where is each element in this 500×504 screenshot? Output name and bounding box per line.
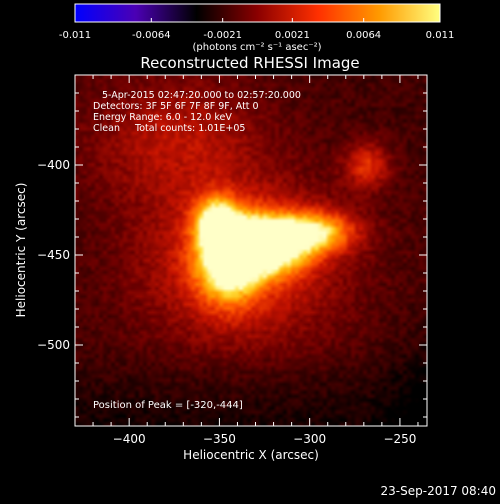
axis-ticks <box>74 74 427 426</box>
footer-timestamp: 23-Sep-2017 08:40 <box>381 484 496 498</box>
y-tick-label: −400 <box>37 158 70 172</box>
colorbar-tick-label: 0.0021 <box>275 30 310 41</box>
chart-title: Reconstructed RHESSI Image <box>140 54 359 72</box>
info-line-time: 5-Apr-2015 02:47:20.000 to 02:57:20.000 <box>102 90 301 101</box>
x-axis-label: Heliocentric X (arcsec) <box>183 448 319 462</box>
info-line-detectors: Detectors: 3F 5F 6F 7F 8F 9F, Att 0 <box>93 101 259 112</box>
tick-labels: −400 −350 −300 −250 −400 −450 −500 <box>37 158 416 446</box>
x-tick-label: −350 <box>203 432 236 446</box>
colorbar: -0.011 -0.0064 -0.0021 0.0021 0.0064 0.011 (p… <box>59 3 454 53</box>
colorbar-unit-label: (photons cm⁻² s⁻¹ asec⁻²) <box>192 42 321 53</box>
info-line-counts: Clean Total counts: 1.01E+05 <box>93 123 245 134</box>
plot-frame <box>74 74 428 427</box>
info-box: 5-Apr-2015 02:47:20.000 to 02:57:20.000 … <box>93 90 301 134</box>
x-tick-label: −300 <box>293 432 326 446</box>
colorbar-tick-label: 0.0064 <box>346 30 381 41</box>
info-line-energy: Energy Range: 6.0 - 12.0 keV <box>93 112 232 123</box>
colorbar-tick-label: 0.011 <box>426 30 455 41</box>
plot-area: 5-Apr-2015 02:47:20.000 to 02:57:20.000 … <box>74 74 428 427</box>
colorbar-tick-label: -0.0064 <box>132 30 171 41</box>
peak-position-label: Position of Peak = [-320,-444] <box>93 400 243 411</box>
y-tick-label: −450 <box>37 248 70 262</box>
y-tick-label: −500 <box>37 338 70 352</box>
x-tick-label: −400 <box>113 432 146 446</box>
heatmap-image <box>75 75 427 426</box>
colorbar-bar <box>74 3 441 23</box>
y-axis-label: Heliocentric Y (arcsec) <box>14 183 28 318</box>
colorbar-tick-label: -0.011 <box>59 30 91 41</box>
colorbar-tick-label: -0.0021 <box>203 30 242 41</box>
colorbar-ticks: -0.011 -0.0064 -0.0021 0.0021 0.0064 0.011 <box>59 18 454 41</box>
x-tick-label: −250 <box>383 432 416 446</box>
